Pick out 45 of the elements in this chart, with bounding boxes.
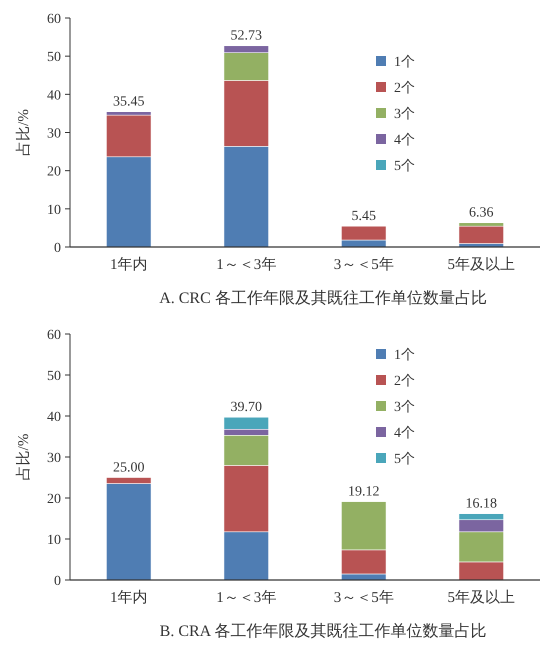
legend-label: 4个 [394,132,415,148]
y-axis-title: 占比/% [15,109,32,156]
y-tick-label: 60 [47,328,61,343]
legend-label: 1个 [394,54,415,70]
total-label: 16.18 [466,496,497,512]
legend-label: 4个 [394,425,415,441]
legend-label: 3个 [394,106,415,122]
legend-label: 5个 [394,158,415,174]
x-tick-label: 3～＜5年 [334,256,394,273]
x-tick-label: 1年内 [110,589,148,606]
bar [458,226,504,244]
x-tick-label: 3～＜5年 [334,589,394,606]
y-tick-label: 30 [47,451,61,466]
y-tick-label: 50 [47,369,61,384]
y-tick-label: 30 [47,126,61,142]
total-label: 52.73 [230,28,262,44]
legend-label: 5个 [394,451,415,467]
y-tick-label: 20 [47,492,61,507]
text: B. CRA 各工作年限及其既往工作单位数量占比 [160,622,486,640]
total-label: 35.45 [113,94,144,110]
legend-label: 2个 [394,80,415,96]
total-label: 39.70 [230,400,262,416]
y-tick-label: 0 [54,241,61,256]
y-tick-label: 10 [47,533,61,548]
y-tick-label: 40 [47,88,61,104]
y-tick-label: 50 [47,50,61,66]
y-tick-label: 40 [47,410,61,425]
y-tick-label: 0 [54,574,61,589]
x-tick-label: 5年及以上 [448,589,515,606]
legend-label: 1个 [394,347,415,363]
x-tick-label: 1～＜3年 [216,256,276,273]
legend-label: 3个 [394,399,415,415]
total-label: 6.36 [469,206,494,221]
x-tick-label: 1～＜3年 [216,589,276,606]
y-tick-label: 60 [47,12,61,27]
y-axis-title: 占比/% [15,434,32,480]
total-label: 19.12 [348,484,380,500]
x-tick-label: 1年内 [110,256,148,273]
y-tick-label: 20 [47,164,61,180]
x-tick-label: 5年及以上 [448,256,515,273]
text: A. CRC 各工作年限及其既往工作单位数量占比 [159,289,487,307]
legend-label: 2个 [394,373,415,389]
y-tick-label: 10 [47,202,61,218]
total-label: 25.00 [113,460,144,476]
total-label: 5.45 [352,209,376,224]
